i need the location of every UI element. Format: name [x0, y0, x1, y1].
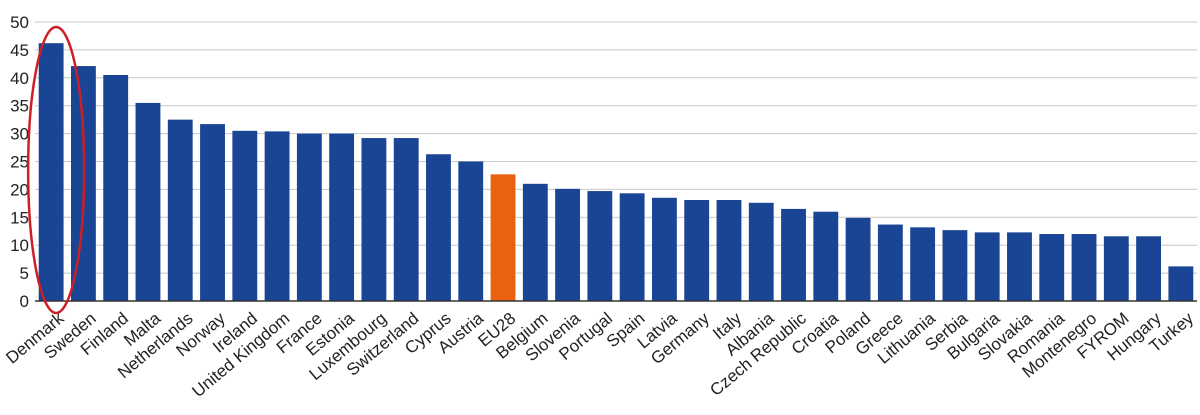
bar-czech-republic	[781, 208, 806, 301]
bar-france	[296, 133, 322, 301]
category-labels: DenmarkSwedenFinlandMaltaNetherlandsNorw…	[2, 308, 1197, 401]
y-tick-label: 45	[10, 41, 29, 60]
bar-finland	[103, 75, 129, 301]
bar-lithuania	[910, 227, 936, 301]
bar-united-kingdom	[264, 131, 290, 301]
bars	[38, 43, 1194, 302]
bar-hungary	[1136, 236, 1162, 301]
bar-slovakia	[1007, 232, 1032, 301]
y-tick-label: 30	[10, 125, 29, 144]
bar-ireland	[232, 130, 258, 301]
bar-croatia	[813, 211, 839, 301]
bar-austria	[458, 161, 484, 301]
y-tick-label: 0	[20, 292, 29, 311]
bar-montenegro	[1071, 234, 1097, 301]
bar-spain	[619, 193, 645, 301]
bar-latvia	[651, 197, 677, 301]
y-tick-label: 25	[10, 153, 29, 172]
bar-fyrom	[1103, 236, 1129, 301]
bar-denmark	[38, 43, 64, 301]
bar-slovenia	[555, 188, 581, 301]
y-tick-label: 35	[10, 97, 29, 116]
bar-turkey	[1168, 266, 1194, 301]
bar-poland	[845, 217, 871, 301]
highlight-circle	[26, 25, 86, 315]
y-tick-label: 20	[10, 180, 29, 199]
gridlines	[35, 21, 1197, 274]
bar-bulgaria	[974, 232, 1000, 301]
bar-portugal	[587, 191, 613, 301]
bar-switzerland	[393, 138, 419, 301]
bar-serbia	[942, 230, 968, 301]
bar-albania	[748, 202, 774, 301]
bar-cyprus	[426, 154, 451, 301]
bar-greece	[877, 224, 903, 301]
y-tick-label: 50	[10, 13, 29, 32]
bar-malta	[135, 102, 161, 301]
y-tick-label: 40	[10, 69, 29, 88]
bar-estonia	[329, 133, 355, 301]
bar-luxembourg	[361, 138, 387, 301]
y-axis-ticks: 0 5 10 15 20 25 30 35 40 45 50	[10, 13, 29, 311]
bar-norway	[200, 124, 225, 301]
bar-germany	[684, 200, 710, 301]
y-tick-label: 10	[10, 236, 29, 255]
bar-romania	[1039, 234, 1065, 301]
bar-belgium	[522, 183, 548, 301]
y-tick-label: 15	[10, 208, 29, 227]
bar-eu28	[490, 174, 516, 301]
bar-italy	[716, 200, 742, 301]
bar-netherlands	[167, 119, 193, 302]
y-tick-label: 5	[20, 264, 29, 283]
